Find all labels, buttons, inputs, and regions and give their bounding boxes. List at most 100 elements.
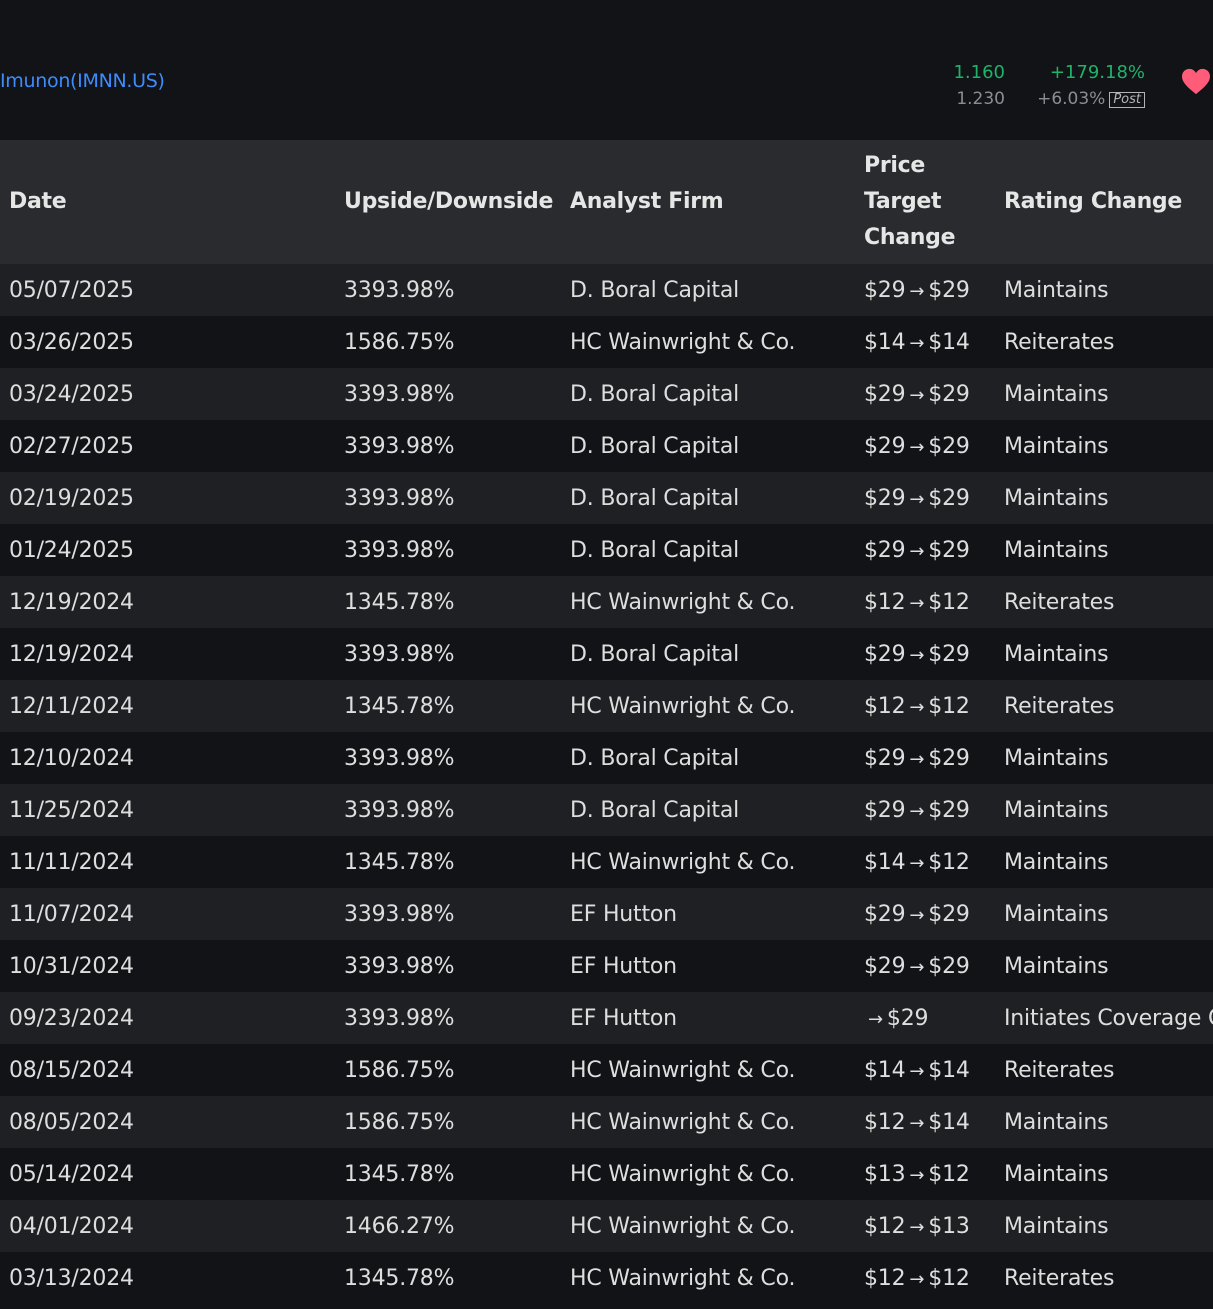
arrow-right-icon: → — [909, 592, 925, 614]
cell-date: 11/25/2024 — [0, 784, 335, 836]
arrow-right-icon: → — [909, 800, 925, 822]
price-target-from: $29 — [864, 485, 906, 511]
arrow-right-icon: → — [909, 540, 925, 562]
table-row[interactable]: 03/26/2025 1586.75% HC Wainwright & Co. $14… — [0, 316, 1213, 368]
post-market-price: 1.230 — [956, 89, 1005, 109]
arrow-right-icon: → — [909, 1216, 925, 1238]
cell-analyst-firm: HC Wainwright & Co. — [561, 316, 855, 368]
cell-date: 12/11/2024 — [0, 680, 335, 732]
price-target-to: $14 — [928, 1109, 970, 1135]
cell-analyst-firm: D. Boral Capital — [561, 524, 855, 576]
price-target-to: $29 — [928, 537, 970, 563]
cell-price-target: $14 → $14 — [855, 316, 995, 368]
col-analyst-firm[interactable]: Analyst Firm — [561, 140, 855, 264]
col-price-target-line1: Price — [864, 153, 925, 178]
cell-analyst-firm: HC Wainwright & Co. — [561, 1044, 855, 1096]
price-target-from: $12 — [864, 1265, 906, 1291]
table-row[interactable]: 09/23/2024 3393.98% EF Hutton → $29 Initiates… — [0, 992, 1213, 1044]
arrow-right-icon: → — [909, 956, 925, 978]
cell-date: 12/19/2024 — [0, 628, 335, 680]
cell-price-target: $29 → $29 — [855, 628, 995, 680]
arrow-right-icon: → — [909, 1164, 925, 1186]
cell-analyst-firm: EF Hutton — [561, 888, 855, 940]
cell-rating-change: Maintains — [995, 1200, 1213, 1252]
price-target-to: $12 — [928, 849, 970, 875]
cell-price-target: $29 → $29 — [855, 368, 995, 420]
arrow-right-icon: → — [909, 1268, 925, 1290]
table-row[interactable]: 02/27/2025 3393.98% D. Boral Capital $29 → $2… — [0, 420, 1213, 472]
cell-price-target: $29 → $29 — [855, 472, 995, 524]
post-market-change: +6.03% Post — [1020, 86, 1145, 112]
cell-upside: 3393.98% — [335, 888, 561, 940]
col-rating-change[interactable]: Rating Change — [995, 140, 1213, 264]
cell-date: 03/26/2025 — [0, 316, 335, 368]
price-target-to: $12 — [928, 589, 970, 615]
table-row[interactable]: 01/24/2025 3393.98% D. Boral Capital $29 → $2… — [0, 524, 1213, 576]
col-upside[interactable]: Upside/Downside — [335, 140, 561, 264]
table-row[interactable]: 08/05/2024 1586.75% HC Wainwright & Co. $12… — [0, 1096, 1213, 1148]
table-row[interactable]: 05/14/2024 1345.78% HC Wainwright & Co. $13… — [0, 1148, 1213, 1200]
cell-price-target: $29 → $29 — [855, 524, 995, 576]
table-row[interactable]: 12/19/2024 1345.78% HC Wainwright & Co. $12… — [0, 576, 1213, 628]
cell-price-target: $14 → $12 — [855, 836, 995, 888]
heart-icon[interactable] — [1181, 68, 1211, 96]
price-target-to: $12 — [928, 1265, 970, 1291]
table-row[interactable]: 02/19/2025 3393.98% D. Boral Capital $29 → $2… — [0, 472, 1213, 524]
cell-date: 05/14/2024 — [0, 1148, 335, 1200]
cell-date: 03/13/2024 — [0, 1252, 335, 1304]
cell-analyst-firm: HC Wainwright & Co. — [561, 576, 855, 628]
arrow-right-icon: → — [909, 644, 925, 666]
analyst-ratings-table: Date Upside/Downside Analyst Firm Price … — [0, 140, 1213, 1304]
cell-date: 08/05/2024 — [0, 1096, 335, 1148]
price-target-from: $14 — [864, 849, 906, 875]
table-row[interactable]: 03/13/2024 1345.78% HC Wainwright & Co. $12… — [0, 1252, 1213, 1304]
cell-rating-change: Maintains — [995, 732, 1213, 784]
price-target-to: $29 — [928, 433, 970, 459]
cell-analyst-firm: D. Boral Capital — [561, 420, 855, 472]
cell-price-target: $12 → $13 — [855, 1200, 995, 1252]
table-row[interactable]: 12/19/2024 3393.98% D. Boral Capital $29 → $2… — [0, 628, 1213, 680]
price-target-from: $14 — [864, 329, 906, 355]
cell-upside: 1345.78% — [335, 576, 561, 628]
price-target-to: $14 — [928, 329, 970, 355]
table-row[interactable]: 03/24/2025 3393.98% D. Boral Capital $29 → $2… — [0, 368, 1213, 420]
price-target-to: $29 — [928, 797, 970, 823]
cell-rating-change: Maintains — [995, 940, 1213, 992]
cell-analyst-firm: HC Wainwright & Co. — [561, 1148, 855, 1200]
table-row[interactable]: 12/10/2024 3393.98% D. Boral Capital $29 → $2… — [0, 732, 1213, 784]
cell-price-target: $12 → $12 — [855, 1252, 995, 1304]
ticker-link[interactable]: Imunon(IMNN.US) — [0, 70, 165, 92]
cell-price-target: $29 → $29 — [855, 888, 995, 940]
arrow-right-icon: → — [909, 332, 925, 354]
table-row[interactable]: 11/25/2024 3393.98% D. Boral Capital $29 → $2… — [0, 784, 1213, 836]
col-date[interactable]: Date — [0, 140, 335, 264]
price-target-to: $29 — [928, 953, 970, 979]
price-target-to: $29 — [928, 277, 970, 303]
cell-price-target: $29 → $29 — [855, 732, 995, 784]
cell-date: 01/24/2025 — [0, 524, 335, 576]
price-target-from: $29 — [864, 433, 906, 459]
table-row[interactable]: 12/11/2024 1345.78% HC Wainwright & Co. $12… — [0, 680, 1213, 732]
cell-analyst-firm: D. Boral Capital — [561, 368, 855, 420]
cell-rating-change: Reiterates — [995, 316, 1213, 368]
cell-date: 05/07/2025 — [0, 264, 335, 316]
price-target-from: $12 — [864, 1213, 906, 1239]
cell-price-target: $29 → $29 — [855, 784, 995, 836]
cell-upside: 3393.98% — [335, 264, 561, 316]
cell-rating-change: Reiterates — [995, 1252, 1213, 1304]
table-row[interactable]: 05/07/2025 3393.98% D. Boral Capital $29 → $2… — [0, 264, 1213, 316]
table-row[interactable]: 11/07/2024 3393.98% EF Hutton $29 → $29 Mainta… — [0, 888, 1213, 940]
cell-rating-change: Maintains — [995, 836, 1213, 888]
cell-rating-change: Reiterates — [995, 576, 1213, 628]
cell-analyst-firm: D. Boral Capital — [561, 628, 855, 680]
change-percent: +179.18% — [1049, 62, 1145, 83]
table-row[interactable]: 08/15/2024 1586.75% HC Wainwright & Co. $14… — [0, 1044, 1213, 1096]
table-row[interactable]: 11/11/2024 1345.78% HC Wainwright & Co. $14… — [0, 836, 1213, 888]
price-target-to: $29 — [886, 1005, 929, 1031]
table-row[interactable]: 04/01/2024 1466.27% HC Wainwright & Co. $12… — [0, 1200, 1213, 1252]
table-row[interactable]: 10/31/2024 3393.98% EF Hutton $29 → $29 Mainta… — [0, 940, 1213, 992]
cell-date: 12/19/2024 — [0, 576, 335, 628]
post-badge: Post — [1109, 92, 1145, 108]
col-price-target[interactable]: Price Target Change — [855, 140, 995, 264]
cell-date: 11/11/2024 — [0, 836, 335, 888]
